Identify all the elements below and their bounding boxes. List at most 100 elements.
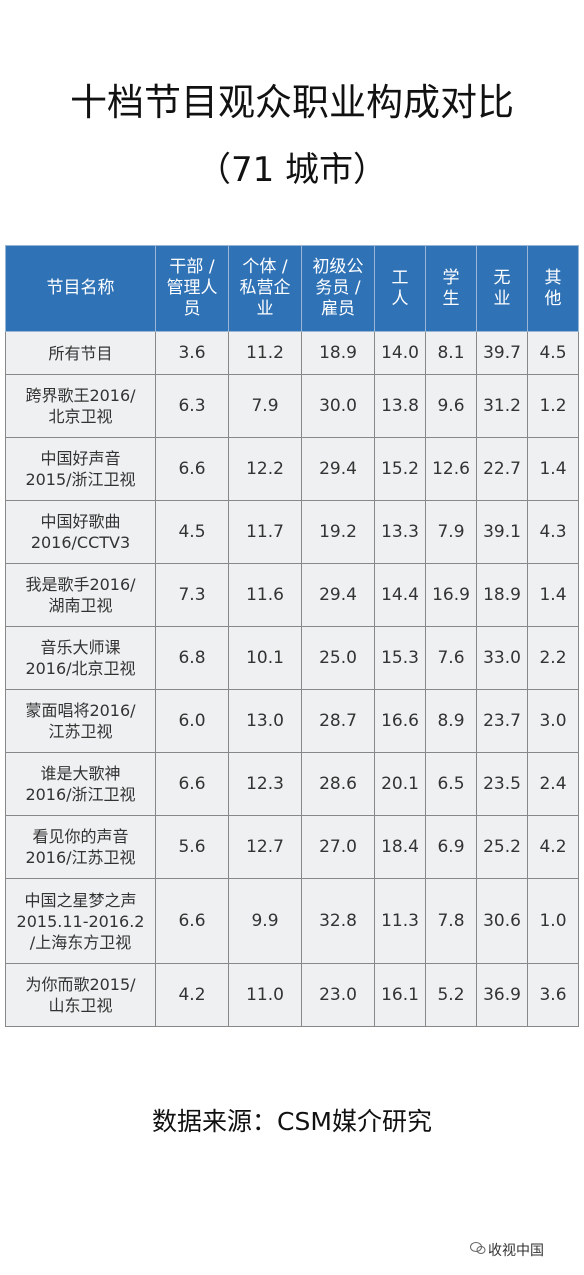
table-row: 中国好歌曲 2016/CCTV3 4.5 11.7 19.2 13.3 7.9 39.1 4.… <box>5 500 579 564</box>
cell: 3.6 <box>155 331 229 375</box>
cell: 23.5 <box>476 752 528 816</box>
cell: 12.3 <box>228 752 302 816</box>
cell: 2.2 <box>527 626 579 690</box>
cell: 19.2 <box>301 500 375 564</box>
cell: 4.2 <box>527 815 579 879</box>
cell: 28.6 <box>301 752 375 816</box>
cell: 28.7 <box>301 689 375 753</box>
title: 十档节目观众职业构成对比 <box>70 81 514 124</box>
column-header: 干部 / 管理人 员 <box>155 245 229 332</box>
cell: 30.6 <box>476 878 528 964</box>
watermark-icon <box>470 1242 486 1254</box>
cell: 12.6 <box>425 437 477 501</box>
program-name: 中国好声音 2015/浙江卫视 <box>5 437 156 501</box>
cell: 7.9 <box>425 500 477 564</box>
cell: 30.0 <box>301 374 375 438</box>
cell: 20.1 <box>374 752 426 816</box>
cell: 1.4 <box>527 563 579 627</box>
table-row: 谁是大歌神 2016/浙江卫视 6.6 12.3 28.6 20.1 6.5 23.5 2.4 <box>5 752 579 816</box>
cell: 7.8 <box>425 878 477 964</box>
cell: 22.7 <box>476 437 528 501</box>
program-name: 我是歌手2016/ 湖南卫视 <box>5 563 156 627</box>
table-row: 中国好声音 2015/浙江卫视 6.6 12.2 29.4 15.2 12.6 22.7 1.… <box>5 437 579 501</box>
header-row: 节目名称 干部 / 管理人 员个体 / 私营企 业初级公 务员 / 雇员工 人学 … <box>5 245 579 332</box>
cell: 7.6 <box>425 626 477 690</box>
program-name: 音乐大师课 2016/北京卫视 <box>5 626 156 690</box>
table-row: 我是歌手2016/ 湖南卫视 7.3 11.6 29.4 14.4 16.9 18.9 1.4 <box>5 563 579 627</box>
program-name: 中国之星梦之声 2015.11-2016.2 /上海东方卫视 <box>5 878 156 964</box>
cell: 5.6 <box>155 815 229 879</box>
cell: 11.0 <box>228 963 302 1027</box>
cell: 11.6 <box>228 563 302 627</box>
cell: 1.0 <box>527 878 579 964</box>
cell: 13.0 <box>228 689 302 753</box>
cell: 4.2 <box>155 963 229 1027</box>
table-row: 为你而歌2015/ 山东卫视 4.2 11.0 23.0 16.1 5.2 36.9 3.6 <box>5 963 579 1027</box>
cell: 6.3 <box>155 374 229 438</box>
program-name: 谁是大歌神 2016/浙江卫视 <box>5 752 156 816</box>
program-name: 中国好歌曲 2016/CCTV3 <box>5 500 156 564</box>
cell: 9.9 <box>228 878 302 964</box>
cell: 8.9 <box>425 689 477 753</box>
cell: 33.0 <box>476 626 528 690</box>
cell: 15.3 <box>374 626 426 690</box>
cell: 13.3 <box>374 500 426 564</box>
cell: 27.0 <box>301 815 375 879</box>
cell: 6.8 <box>155 626 229 690</box>
table-row: 看见你的声音 2016/江苏卫视 5.6 12.7 27.0 18.4 6.9 25.2 4.… <box>5 815 579 879</box>
column-header: 初级公 务员 / 雇员 <box>301 245 375 332</box>
table-row: 中国之星梦之声 2015.11-2016.2 /上海东方卫视 6.6 9.9 32.8… <box>5 878 579 964</box>
cell: 5.2 <box>425 963 477 1027</box>
program-name: 所有节目 <box>5 331 156 375</box>
table-row: 音乐大师课 2016/北京卫视 6.8 10.1 25.0 15.3 7.6 33.0 2.2 <box>5 626 579 690</box>
cell: 12.2 <box>228 437 302 501</box>
program-name: 为你而歌2015/ 山东卫视 <box>5 963 156 1027</box>
table-row: 跨界歌王2016/ 北京卫视 6.3 7.9 30.0 13.8 9.6 31.2 1.2 <box>5 374 579 438</box>
cell: 6.9 <box>425 815 477 879</box>
cell: 18.9 <box>476 563 528 627</box>
cell: 8.1 <box>425 331 477 375</box>
cell: 13.8 <box>374 374 426 438</box>
program-name: 跨界歌王2016/ 北京卫视 <box>5 374 156 438</box>
column-header: 工 人 <box>374 245 426 332</box>
column-header: 其 他 <box>527 245 579 332</box>
cell: 10.1 <box>228 626 302 690</box>
cell: 29.4 <box>301 437 375 501</box>
cell: 4.5 <box>527 331 579 375</box>
cell: 3.0 <box>527 689 579 753</box>
cell: 11.3 <box>374 878 426 964</box>
subtitle: （71 城市） <box>196 150 388 190</box>
cell: 31.2 <box>476 374 528 438</box>
cell: 9.6 <box>425 374 477 438</box>
cell: 16.1 <box>374 963 426 1027</box>
cell: 11.7 <box>228 500 302 564</box>
cell: 2.4 <box>527 752 579 816</box>
cell: 1.4 <box>527 437 579 501</box>
cell: 11.2 <box>228 331 302 375</box>
cell: 6.6 <box>155 752 229 816</box>
watermark: 收视中国 <box>488 1243 544 1259</box>
column-header: 学 生 <box>425 245 477 332</box>
table-row: 蒙面唱将2016/ 江苏卫视 6.0 13.0 28.7 16.6 8.9 23.7 3.0 <box>5 689 579 753</box>
cell: 25.2 <box>476 815 528 879</box>
table-body: 所有节目 3.6 11.2 18.9 14.0 8.1 39.7 4.5 跨界歌王2016/ 北… <box>5 331 579 1027</box>
cell: 18.9 <box>301 331 375 375</box>
column-header: 节目名称 <box>5 245 156 332</box>
cell: 16.9 <box>425 563 477 627</box>
cell: 36.9 <box>476 963 528 1027</box>
cell: 4.5 <box>155 500 229 564</box>
cell: 15.2 <box>374 437 426 501</box>
cell: 14.0 <box>374 331 426 375</box>
cell: 1.2 <box>527 374 579 438</box>
cell: 6.6 <box>155 437 229 501</box>
cell: 6.0 <box>155 689 229 753</box>
cell: 39.1 <box>476 500 528 564</box>
cell: 32.8 <box>301 878 375 964</box>
cell: 18.4 <box>374 815 426 879</box>
cell: 7.9 <box>228 374 302 438</box>
cell: 29.4 <box>301 563 375 627</box>
cell: 6.5 <box>425 752 477 816</box>
column-header: 无 业 <box>476 245 528 332</box>
cell: 25.0 <box>301 626 375 690</box>
cell: 3.6 <box>527 963 579 1027</box>
